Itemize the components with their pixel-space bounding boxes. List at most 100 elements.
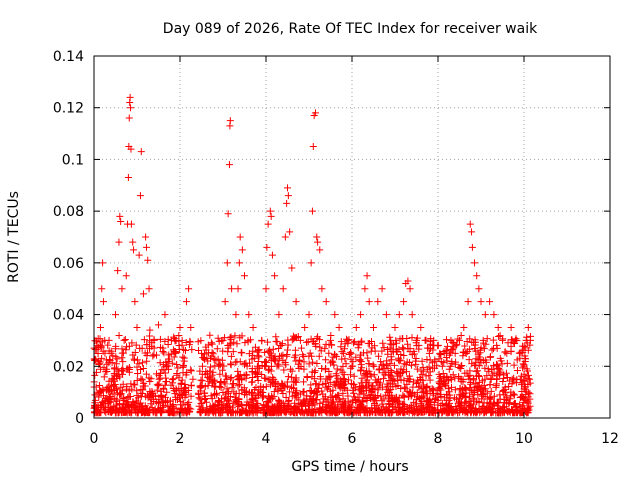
background-point bbox=[383, 380, 391, 388]
data-point bbox=[344, 336, 352, 344]
background-point bbox=[354, 396, 362, 404]
background-point bbox=[403, 387, 411, 395]
background-point bbox=[157, 391, 165, 399]
background-point bbox=[505, 407, 513, 415]
background-point bbox=[462, 350, 470, 358]
background-point bbox=[473, 383, 481, 391]
background-point bbox=[117, 383, 125, 391]
background-point bbox=[334, 391, 342, 399]
background-point bbox=[278, 387, 286, 395]
data-point bbox=[296, 336, 304, 344]
background-point bbox=[187, 367, 195, 375]
background-point bbox=[249, 347, 257, 355]
data-point bbox=[142, 233, 150, 241]
data-point bbox=[275, 311, 283, 319]
data-point bbox=[434, 342, 442, 350]
background-point bbox=[101, 407, 109, 415]
background-point bbox=[379, 339, 387, 347]
background-point bbox=[265, 395, 273, 402]
background-point bbox=[121, 335, 129, 343]
background-point bbox=[300, 388, 308, 396]
background-point bbox=[235, 402, 243, 410]
background-point bbox=[480, 345, 488, 353]
background-point bbox=[507, 342, 515, 350]
data-point bbox=[130, 246, 138, 254]
y-tick-label: 0.06 bbox=[53, 256, 84, 272]
background-point bbox=[227, 361, 235, 369]
background-point bbox=[146, 377, 154, 385]
data-point bbox=[526, 336, 534, 344]
background-point bbox=[428, 385, 436, 393]
data-point bbox=[127, 104, 135, 112]
background-point bbox=[164, 397, 172, 405]
background-point bbox=[400, 351, 408, 359]
background-point bbox=[365, 392, 373, 400]
background-point bbox=[332, 370, 340, 378]
x-axis-label: GPS time / hours bbox=[291, 459, 408, 475]
background-point bbox=[303, 338, 311, 346]
background-point bbox=[163, 388, 171, 396]
background-point bbox=[307, 409, 315, 417]
data-point bbox=[198, 349, 205, 357]
background-point bbox=[473, 398, 481, 406]
background-point bbox=[350, 384, 358, 392]
background-point bbox=[400, 393, 408, 401]
background-point bbox=[215, 405, 223, 413]
background-point bbox=[208, 349, 216, 357]
y-axis-label: ROTI / TECUs bbox=[6, 191, 22, 283]
background-point bbox=[147, 390, 155, 398]
background-point bbox=[461, 369, 469, 377]
background-point bbox=[264, 393, 272, 401]
background-point bbox=[96, 388, 104, 396]
background-point bbox=[489, 336, 497, 344]
background-point bbox=[279, 357, 287, 365]
background-point bbox=[521, 355, 529, 363]
data-point bbox=[361, 285, 369, 293]
background-point bbox=[150, 397, 158, 405]
background-point bbox=[490, 369, 498, 377]
background-point bbox=[300, 378, 308, 386]
background-point bbox=[231, 332, 239, 340]
data-point bbox=[395, 311, 403, 319]
y-tick-label: 0.08 bbox=[53, 204, 84, 220]
background-point bbox=[120, 396, 128, 404]
background-point bbox=[410, 378, 418, 386]
background-point bbox=[162, 378, 170, 386]
background-point bbox=[322, 383, 330, 391]
data-point bbox=[281, 233, 289, 241]
background-point bbox=[495, 332, 503, 340]
background-point bbox=[219, 347, 227, 355]
background-point bbox=[471, 408, 479, 416]
background-point bbox=[390, 361, 398, 369]
background-point bbox=[393, 399, 401, 407]
y-tick-label: 0.14 bbox=[53, 49, 84, 65]
background-point bbox=[111, 372, 119, 380]
background-point bbox=[234, 373, 242, 381]
background-point bbox=[235, 374, 243, 382]
background-point bbox=[119, 405, 127, 413]
background-point bbox=[129, 351, 137, 359]
background-point bbox=[439, 407, 447, 415]
background-point bbox=[164, 341, 172, 349]
data-point bbox=[308, 207, 316, 215]
background-point bbox=[241, 361, 249, 369]
background-point bbox=[287, 373, 295, 381]
background-point bbox=[229, 380, 237, 388]
background-point bbox=[213, 345, 221, 353]
background-point bbox=[440, 359, 448, 367]
background-point bbox=[331, 351, 339, 359]
background-point bbox=[139, 364, 147, 372]
background-point bbox=[371, 342, 379, 350]
background-point bbox=[259, 392, 267, 400]
background-point bbox=[390, 395, 398, 403]
data-point bbox=[464, 298, 472, 306]
background-point bbox=[470, 394, 478, 402]
data-point bbox=[238, 246, 246, 254]
background-point bbox=[187, 392, 195, 400]
background-point bbox=[223, 385, 231, 393]
data-point bbox=[245, 311, 253, 319]
background-point bbox=[457, 331, 465, 339]
background-point bbox=[148, 342, 156, 350]
background-point bbox=[156, 335, 164, 343]
background-point bbox=[179, 353, 187, 361]
